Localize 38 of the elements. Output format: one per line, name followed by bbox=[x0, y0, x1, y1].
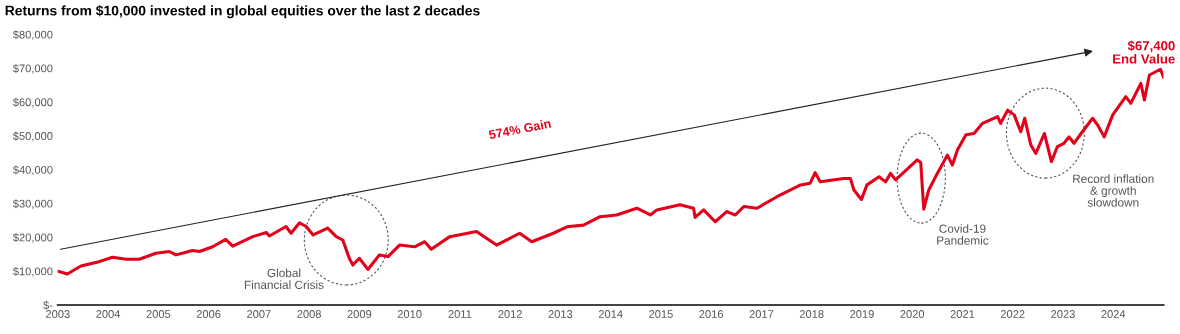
y-tick-label: $50,000 bbox=[12, 131, 53, 142]
y-tick-label: $30,000 bbox=[12, 199, 53, 209]
y-tick-label: $70,000 bbox=[12, 64, 53, 74]
x-tick-label: 2019 bbox=[850, 310, 874, 318]
chart-title: Returns from $10,000 invested in global equities over the last 2 decades bbox=[5, 5, 480, 19]
x-tick-label: 2014 bbox=[598, 310, 623, 318]
y-tick-label: $40,000 bbox=[12, 165, 53, 176]
x-tick-label: 2005 bbox=[146, 310, 171, 318]
annotation: 574% Gain bbox=[488, 118, 552, 140]
x-tick-label: 2015 bbox=[649, 310, 673, 318]
line-series bbox=[57, 67, 1164, 276]
x-tick-label: 2011 bbox=[448, 310, 472, 318]
annotation: $67,400 End Value bbox=[1113, 40, 1175, 64]
x-tick-label: 2023 bbox=[1051, 310, 1075, 318]
x-tick-label: 2006 bbox=[196, 310, 221, 318]
x-tick-label: 2012 bbox=[498, 310, 522, 318]
x-tick-label: 2008 bbox=[297, 310, 321, 318]
x-tick-label: 2010 bbox=[397, 310, 422, 318]
annotation: Global Financial Crisis bbox=[244, 268, 324, 290]
x-tick-label: 2007 bbox=[247, 310, 271, 318]
x-tick-label: 2018 bbox=[799, 310, 824, 318]
annotation: Record inflation & growth slowdown bbox=[1073, 174, 1154, 207]
y-tick-label: $- bbox=[43, 300, 53, 310]
x-tick-label: 2004 bbox=[96, 310, 121, 318]
x-tick-label: 2013 bbox=[548, 310, 573, 318]
annotation: Covid-19 Pandemic bbox=[937, 224, 989, 245]
x-tick-label: 2017 bbox=[749, 310, 774, 318]
x-tick-label: 2020 bbox=[900, 310, 925, 318]
x-tick-label: 2003 bbox=[46, 310, 70, 318]
y-tick-label: $10,000 bbox=[12, 266, 53, 277]
x-tick-label: 2016 bbox=[699, 310, 724, 318]
y-tick-label: $80,000 bbox=[12, 30, 53, 40]
x-tick-label: 2021 bbox=[950, 310, 975, 318]
x-tick-label: 2022 bbox=[1000, 310, 1025, 318]
y-tick-label: $20,000 bbox=[12, 233, 53, 243]
x-tick-label: 2024 bbox=[1101, 310, 1126, 318]
x-tick-label: 2009 bbox=[347, 310, 372, 318]
y-tick-label: $60,000 bbox=[12, 97, 53, 108]
